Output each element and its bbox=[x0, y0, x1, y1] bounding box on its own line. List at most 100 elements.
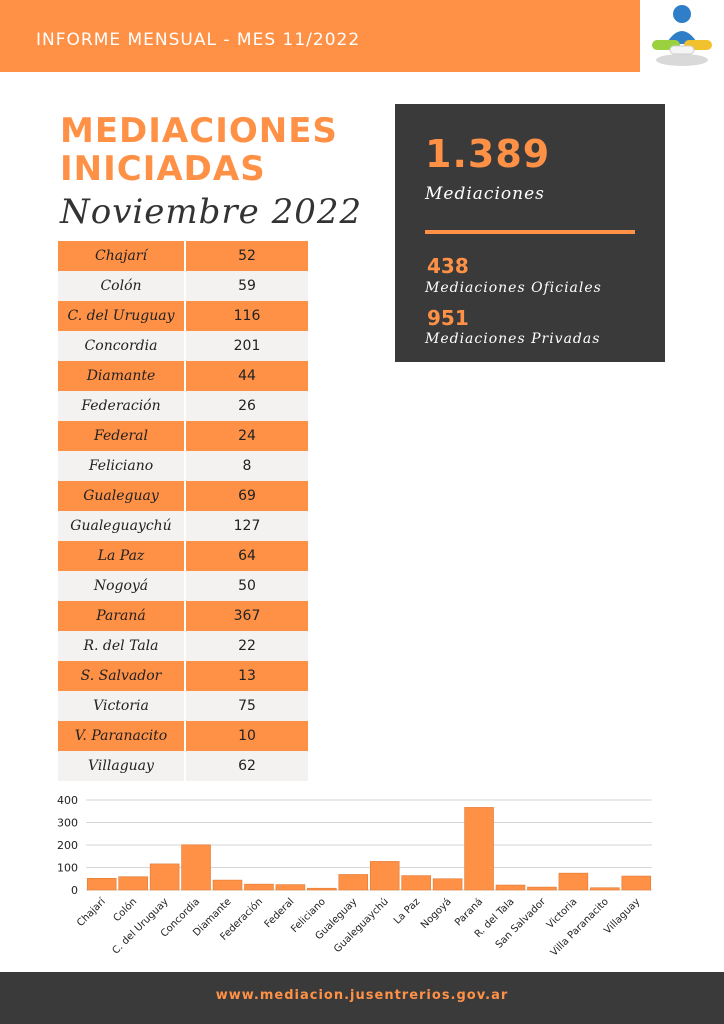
oficiales-value: 438 bbox=[427, 254, 469, 278]
table-row: Concordia 201 bbox=[58, 331, 308, 361]
chart-bar bbox=[181, 844, 211, 891]
table-cell-value: 52 bbox=[238, 248, 256, 264]
chart-bar bbox=[244, 883, 274, 891]
mediation-handshake-logo-icon bbox=[640, 0, 724, 72]
table-row: Colón 59 bbox=[58, 271, 308, 301]
table-row: C. del Uruguay 116 bbox=[58, 301, 308, 331]
chart-bar bbox=[369, 861, 400, 891]
table-row: Federación 26 bbox=[58, 391, 308, 421]
x-tick-label: Nogoyá bbox=[418, 896, 453, 931]
privadas-value: 951 bbox=[427, 306, 469, 330]
summary-divider bbox=[425, 230, 635, 234]
table-row: Gualeguaychú 127 bbox=[58, 511, 308, 541]
table-cell-value: 50 bbox=[238, 578, 256, 594]
footer-bar: www.mediacion.jusentrerios.gov.ar bbox=[0, 972, 724, 1024]
y-tick-label: 0 bbox=[71, 884, 78, 897]
table-cell-name: La Paz bbox=[58, 541, 186, 571]
table-cell-value: 127 bbox=[233, 518, 261, 534]
table-cell-name: Colón bbox=[58, 271, 186, 301]
privadas-label: Mediaciones Privadas bbox=[425, 331, 601, 347]
chart-bar bbox=[275, 884, 306, 891]
table-row: Nogoyá 50 bbox=[58, 571, 308, 601]
table-cell-name: Paraná bbox=[58, 601, 186, 631]
table-cell-value: 116 bbox=[233, 308, 261, 324]
chart-bar bbox=[621, 875, 652, 891]
chart-bar bbox=[495, 884, 526, 891]
header-bar: INFORME MENSUAL - MES 11/2022 bbox=[0, 0, 640, 72]
subtitle-month: Noviembre 2022 bbox=[60, 192, 363, 232]
table-cell-value: 201 bbox=[233, 338, 261, 354]
total-value: 1.389 bbox=[425, 132, 551, 176]
table-cell-value: 62 bbox=[238, 758, 256, 774]
mediaciones-table: Chajarí 52 Colón 59 C. del Uruguay 116 Concord… bbox=[58, 241, 308, 781]
chart-bar bbox=[307, 887, 337, 891]
table-cell-name: Villaguay bbox=[58, 751, 186, 781]
table-cell-value: 367 bbox=[233, 608, 261, 624]
table-cell-value: 44 bbox=[238, 368, 256, 384]
table-cell-name: Federal bbox=[58, 421, 186, 451]
x-tick-label: Chajarí bbox=[74, 895, 108, 929]
table-row: S. Salvador 13 bbox=[58, 661, 308, 691]
oficiales-label: Mediaciones Oficiales bbox=[425, 280, 602, 296]
y-tick-label: 100 bbox=[57, 862, 78, 875]
table-cell-value: 24 bbox=[238, 428, 256, 444]
x-tick-label: Colón bbox=[111, 896, 140, 925]
table-cell-name: Federación bbox=[58, 391, 186, 421]
table-cell-name: Gualeguay bbox=[58, 481, 186, 511]
chart-bar bbox=[558, 872, 589, 891]
chart-bar bbox=[590, 887, 620, 891]
header-title: INFORME MENSUAL - MES 11/2022 bbox=[36, 30, 361, 50]
table-row: R. del Tala 22 bbox=[58, 631, 308, 661]
chart-bar bbox=[212, 879, 243, 891]
table-row: Diamante 44 bbox=[58, 361, 308, 391]
table-cell-name: Gualeguaychú bbox=[58, 511, 186, 541]
chart-bar bbox=[86, 878, 117, 891]
table-cell-value: 13 bbox=[238, 668, 256, 684]
x-tick-label: La Paz bbox=[392, 896, 422, 926]
table-cell-name: Concordia bbox=[58, 331, 186, 361]
x-tick-label: C. del Uruguay bbox=[110, 896, 170, 956]
table-row: Feliciano 8 bbox=[58, 451, 308, 481]
table-row: V. Paranacito 10 bbox=[58, 721, 308, 751]
table-cell-name: Chajarí bbox=[58, 241, 186, 271]
table-row: Paraná 367 bbox=[58, 601, 308, 631]
chart-bar bbox=[401, 875, 431, 891]
x-tick-label: Paraná bbox=[452, 896, 485, 929]
y-tick-label: 200 bbox=[57, 839, 78, 852]
table-row: Chajarí 52 bbox=[58, 241, 308, 271]
table-cell-value: 69 bbox=[238, 488, 256, 504]
x-tick-label: Gualeguaychú bbox=[331, 896, 390, 955]
table-cell-name: Feliciano bbox=[58, 451, 186, 481]
total-label: Mediaciones bbox=[425, 184, 545, 204]
table-cell-value: 10 bbox=[238, 728, 256, 744]
table-cell-value: 8 bbox=[242, 458, 252, 474]
chart-bar bbox=[464, 807, 494, 891]
table-row: La Paz 64 bbox=[58, 541, 308, 571]
table-cell-name: S. Salvador bbox=[58, 661, 186, 691]
table-cell-name: R. del Tala bbox=[58, 631, 186, 661]
y-tick-label: 400 bbox=[57, 794, 78, 807]
chart-bar bbox=[338, 874, 369, 891]
table-cell-value: 26 bbox=[238, 398, 256, 414]
table-cell-name: Victoria bbox=[58, 691, 186, 721]
chart-bar bbox=[118, 876, 148, 891]
main-title-line2: INICIADAS bbox=[60, 149, 266, 189]
main-title-line1: MEDIACIONES bbox=[60, 111, 338, 151]
table-cell-name: Diamante bbox=[58, 361, 186, 391]
table-cell-value: 64 bbox=[238, 548, 256, 564]
table-cell-value: 59 bbox=[238, 278, 256, 294]
footer-url[interactable]: www.mediacion.jusentrerios.gov.ar bbox=[215, 988, 509, 1003]
chart-bar bbox=[527, 886, 557, 891]
table-row: Gualeguay 69 bbox=[58, 481, 308, 511]
x-tick-label: Villa Paranacito bbox=[549, 896, 611, 958]
table-row: Villaguay 62 bbox=[58, 751, 308, 781]
table-row: Federal 24 bbox=[58, 421, 308, 451]
y-tick-label: 300 bbox=[57, 817, 78, 830]
table-cell-value: 22 bbox=[238, 638, 256, 654]
chart-bar bbox=[432, 878, 463, 891]
table-cell-name: V. Paranacito bbox=[58, 721, 186, 751]
table-cell-name: C. del Uruguay bbox=[58, 301, 186, 331]
main-title: MEDIACIONES INICIADAS bbox=[60, 112, 338, 188]
table-row: Victoria 75 bbox=[58, 691, 308, 721]
